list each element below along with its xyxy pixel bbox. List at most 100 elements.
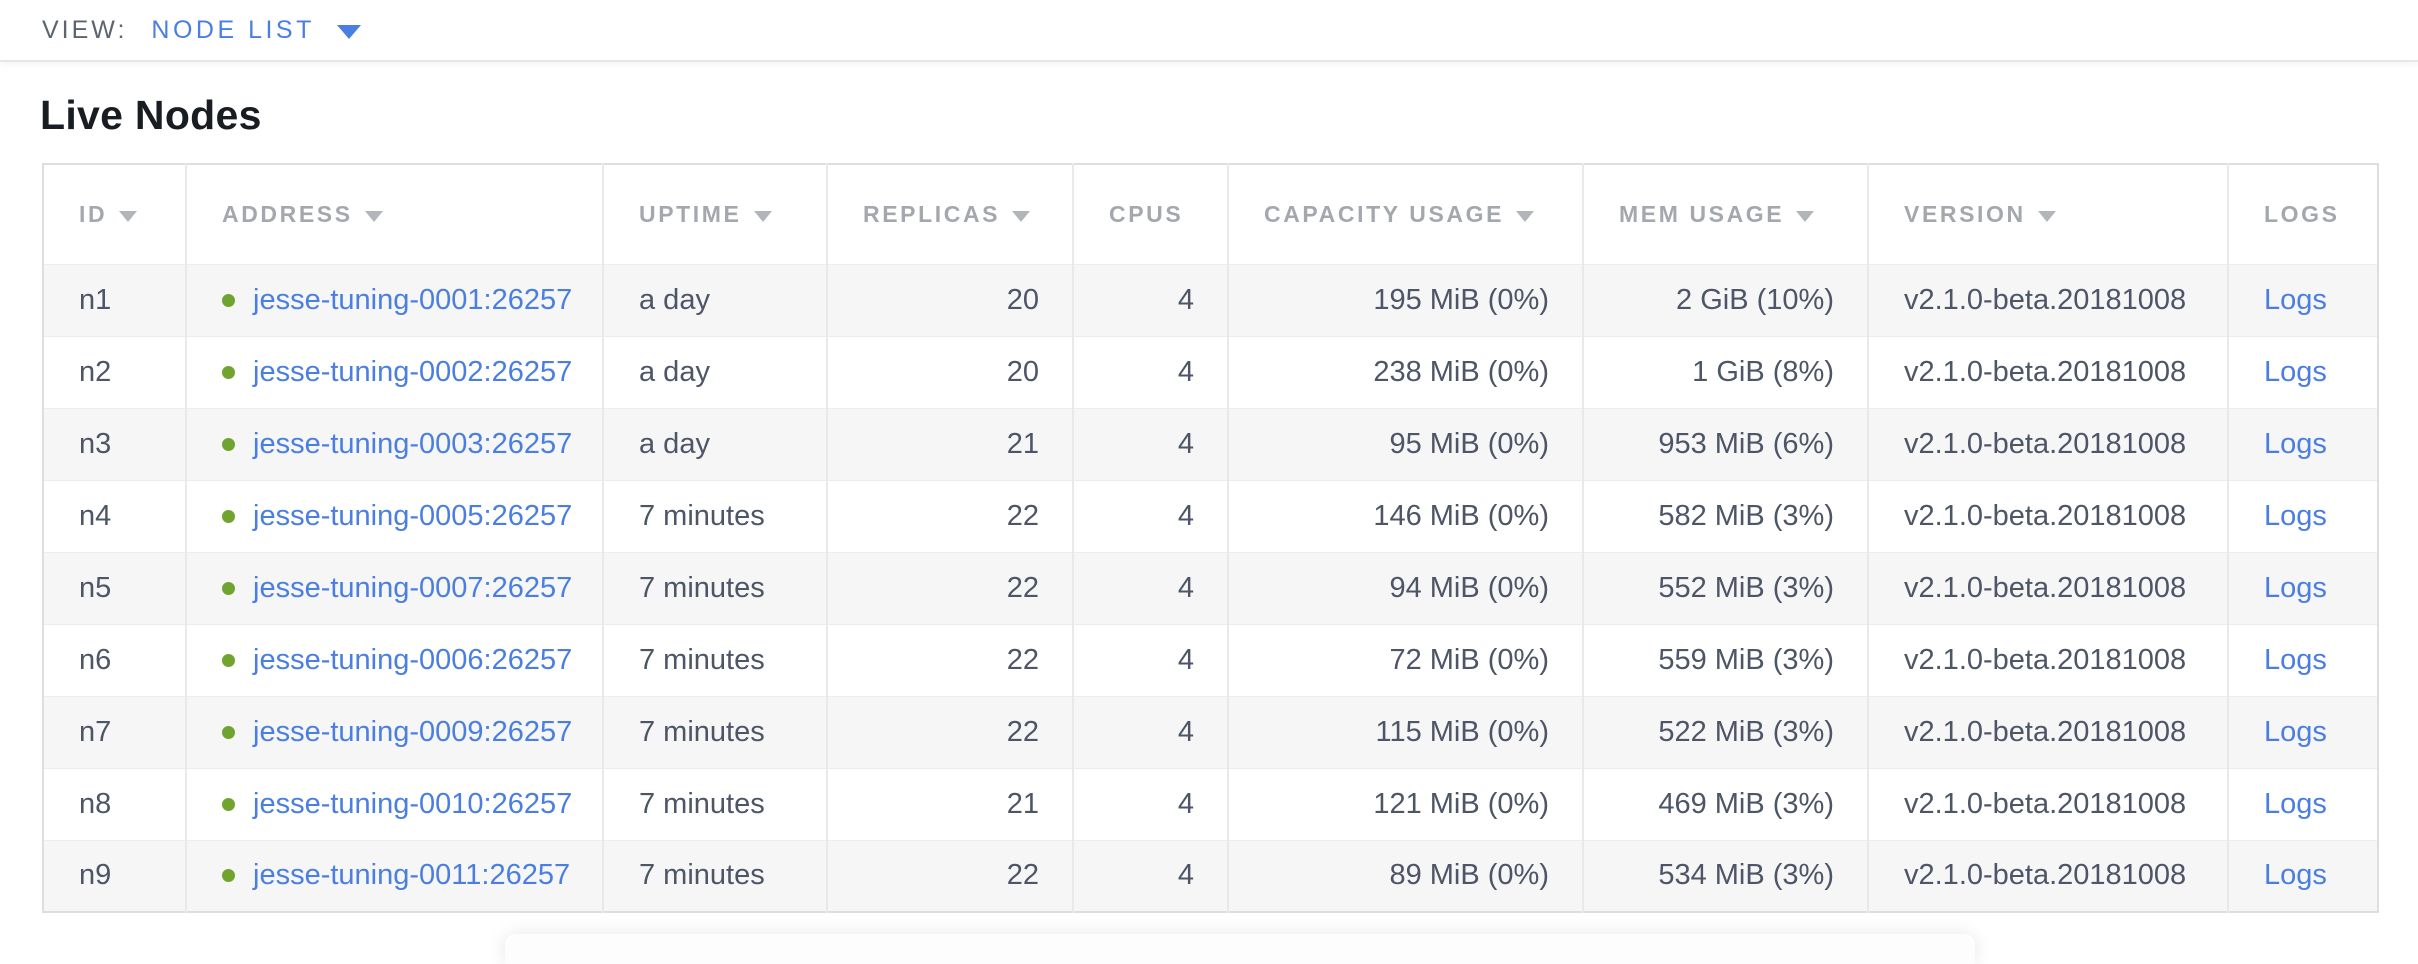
cell-id: n9 [79, 859, 112, 892]
node-logs-link[interactable]: Logs [2264, 283, 2327, 316]
cell-uptime: 7 minutes [602, 768, 827, 840]
cell-mem: 534 MiB (3%) [1582, 840, 1868, 912]
node-logs-link[interactable]: Logs [2264, 859, 2327, 892]
cell-cpus: 4 [1072, 336, 1228, 408]
node-address-link[interactable]: jesse-tuning-0009:26257 [253, 715, 573, 748]
cell-cpus: 4 [1072, 552, 1228, 624]
cell-uptime: a day [602, 408, 827, 480]
column-header-label[interactable]: ADDRESS [222, 200, 353, 227]
node-live-status-icon [222, 797, 235, 811]
column-header-label[interactable]: MEM USAGE [1619, 200, 1785, 227]
cell-uptime: 7 minutes [602, 480, 827, 552]
column-header-label: CPUS [1109, 200, 1184, 227]
cell-address: jesse-tuning-0001:26257 [185, 264, 603, 336]
column-header-version[interactable]: VERSION [1867, 164, 2228, 264]
view-selected-value[interactable]: NODE LIST [151, 15, 315, 44]
bottom-panel-shadow [505, 934, 1975, 964]
cell-capacity: 72 MiB (0%) [1227, 624, 1583, 696]
cell-replicas: 21 [826, 408, 1073, 480]
node-address-link[interactable]: jesse-tuning-0010:26257 [253, 787, 573, 820]
view-label: VIEW: [42, 15, 128, 44]
sort-descending-icon[interactable] [364, 210, 383, 222]
table-row: n1 jesse-tuning-0001:26257 a day 20 4 195 MiB… [43, 264, 2378, 336]
column-header-label[interactable]: CAPACITY USAGE [1264, 200, 1505, 227]
column-header-id[interactable]: ID [43, 164, 186, 264]
cell-version: v2.1.0-beta.20181008 [1867, 552, 2228, 624]
cell-mem: 552 MiB (3%) [1582, 552, 1868, 624]
table-row: n7 jesse-tuning-0009:26257 7 minutes 22 4 115… [43, 696, 2378, 768]
column-header-logs: LOGS [2227, 164, 2378, 264]
chevron-down-icon[interactable] [336, 24, 361, 39]
node-logs-link[interactable]: Logs [2264, 571, 2327, 604]
column-header-label[interactable]: VERSION [1904, 200, 2026, 227]
sort-descending-icon[interactable] [2037, 210, 2056, 222]
cell-mem: 1 GiB (8%) [1582, 336, 1868, 408]
cell-id: n6 [79, 643, 112, 676]
node-live-status-icon [222, 869, 235, 883]
cell-address: jesse-tuning-0007:26257 [185, 552, 603, 624]
table-body: n1 jesse-tuning-0001:26257 a day 20 4 195 MiB… [43, 264, 2378, 912]
column-header-replicas[interactable]: REPLICAS [826, 164, 1073, 264]
node-logs-link[interactable]: Logs [2264, 499, 2327, 532]
cell-replicas: 22 [826, 480, 1073, 552]
cell-cpus: 4 [1072, 768, 1228, 840]
node-address-link[interactable]: jesse-tuning-0006:26257 [253, 643, 573, 676]
cell-logs: Logs [2227, 624, 2378, 696]
cell-uptime: 7 minutes [602, 624, 827, 696]
node-logs-link[interactable]: Logs [2264, 355, 2327, 388]
cell-address: jesse-tuning-0010:26257 [185, 768, 603, 840]
sort-descending-icon[interactable] [119, 210, 138, 222]
cell-uptime: a day [602, 336, 827, 408]
column-header-address[interactable]: ADDRESS [185, 164, 603, 264]
node-logs-link[interactable]: Logs [2264, 643, 2327, 676]
column-header-label[interactable]: ID [79, 200, 108, 227]
column-header-label[interactable]: UPTIME [639, 200, 742, 227]
cell-id: n4 [79, 499, 112, 532]
cell-cpus: 4 [1072, 624, 1228, 696]
node-logs-link[interactable]: Logs [2264, 715, 2327, 748]
cell-logs: Logs [2227, 264, 2378, 336]
node-address-link[interactable]: jesse-tuning-0005:26257 [253, 499, 573, 532]
cell-capacity: 195 MiB (0%) [1227, 264, 1583, 336]
table-row: n9 jesse-tuning-0011:26257 7 minutes 22 4 89 … [43, 840, 2378, 912]
column-header-cpus: CPUS [1072, 164, 1228, 264]
node-logs-link[interactable]: Logs [2264, 787, 2327, 820]
column-header-uptime[interactable]: UPTIME [602, 164, 827, 264]
cell-version: v2.1.0-beta.20181008 [1867, 408, 2228, 480]
cell-logs: Logs [2227, 480, 2378, 552]
cell-version: v2.1.0-beta.20181008 [1867, 624, 2228, 696]
cell-version: v2.1.0-beta.20181008 [1867, 264, 2228, 336]
cell-capacity: 238 MiB (0%) [1227, 336, 1583, 408]
column-header-capacity[interactable]: CAPACITY USAGE [1227, 164, 1583, 264]
column-header-label[interactable]: REPLICAS [863, 200, 1001, 227]
sort-descending-icon[interactable] [1516, 210, 1535, 222]
cell-replicas: 20 [826, 336, 1073, 408]
cell-logs: Logs [2227, 408, 2378, 480]
sort-descending-icon[interactable] [1012, 210, 1031, 222]
node-live-status-icon [222, 509, 235, 523]
cell-version: v2.1.0-beta.20181008 [1867, 336, 2228, 408]
node-live-status-icon [222, 437, 235, 451]
cell-address: jesse-tuning-0002:26257 [185, 336, 603, 408]
column-header-mem[interactable]: MEM USAGE [1582, 164, 1868, 264]
cell-replicas: 22 [826, 552, 1073, 624]
node-address-link[interactable]: jesse-tuning-0007:26257 [253, 571, 573, 604]
cell-address: jesse-tuning-0011:26257 [185, 840, 603, 912]
view-selector-dropdown[interactable]: NODE LIST [151, 15, 361, 45]
cell-uptime: a day [602, 264, 827, 336]
node-address-link[interactable]: jesse-tuning-0011:26257 [253, 859, 571, 892]
node-address-link[interactable]: jesse-tuning-0003:26257 [253, 427, 573, 460]
cell-capacity: 89 MiB (0%) [1227, 840, 1583, 912]
cell-mem: 953 MiB (6%) [1582, 408, 1868, 480]
cell-logs: Logs [2227, 552, 2378, 624]
cell-mem: 582 MiB (3%) [1582, 480, 1868, 552]
sort-descending-icon[interactable] [753, 210, 772, 222]
cell-address: jesse-tuning-0005:26257 [185, 480, 603, 552]
cell-cpus: 4 [1072, 696, 1228, 768]
sort-descending-icon[interactable] [1796, 210, 1815, 222]
node-address-link[interactable]: jesse-tuning-0002:26257 [253, 355, 573, 388]
cell-replicas: 22 [826, 840, 1073, 912]
node-logs-link[interactable]: Logs [2264, 427, 2327, 460]
cell-logs: Logs [2227, 696, 2378, 768]
node-address-link[interactable]: jesse-tuning-0001:26257 [253, 283, 573, 316]
